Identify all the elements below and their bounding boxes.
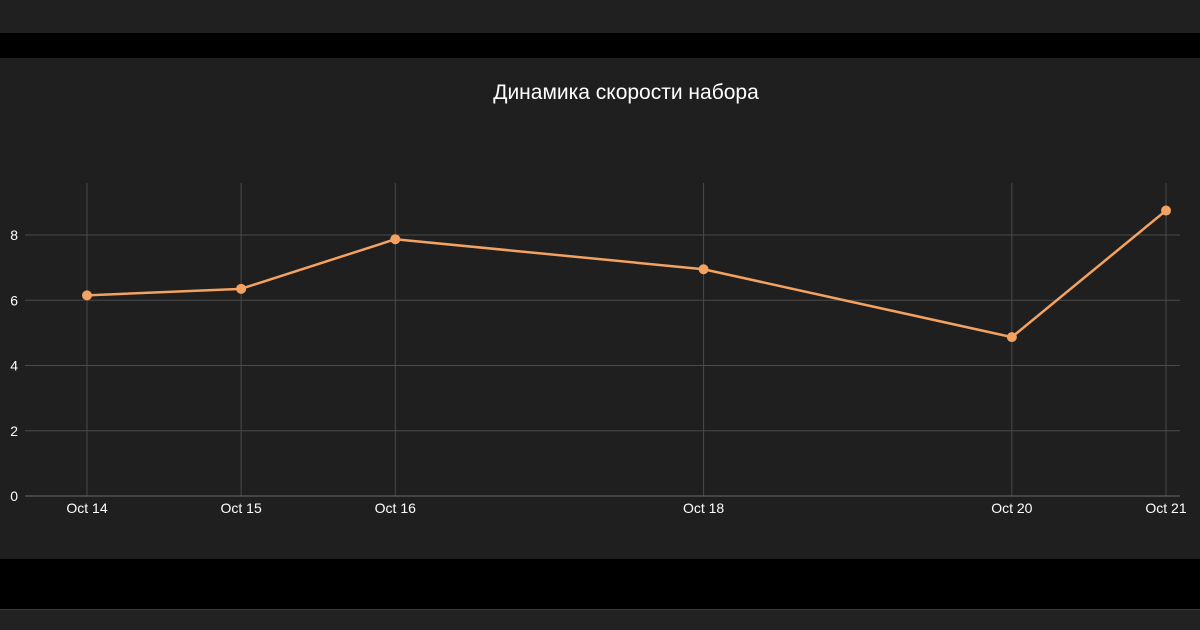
x-tick-label: Oct 18 (683, 500, 724, 516)
top-band (0, 33, 1200, 58)
x-tick-label: Oct 14 (66, 500, 107, 516)
x-tick-label: Oct 16 (375, 500, 416, 516)
x-tick-label: Oct 20 (991, 500, 1032, 516)
bottom-band (0, 559, 1200, 609)
y-tick-label: 8 (10, 227, 18, 243)
data-point[interactable] (1006, 332, 1017, 343)
y-tick-label: 2 (10, 423, 18, 439)
line-chart: Динамика скорости набора 0 2 4 6 8 Oct 14 Oct … (10, 81, 1187, 516)
data-point[interactable] (236, 283, 247, 294)
data-point[interactable] (82, 290, 92, 301)
y-tick-label: 4 (10, 358, 18, 374)
bottom-bar (0, 610, 1200, 630)
data-point[interactable] (1161, 205, 1171, 216)
grid (25, 183, 1180, 497)
y-tick-label: 0 (10, 488, 18, 504)
top-bar (0, 0, 1200, 33)
series (82, 205, 1171, 343)
x-tick-label: Oct 15 (221, 500, 262, 516)
axes: 0 2 4 6 8 Oct 14 Oct 15 Oct 16 Oct 18 Oct 20 Oct 2… (10, 227, 1187, 516)
bottom-divider (0, 609, 1200, 610)
series-line (86, 209, 1167, 339)
x-tick-label: Oct 21 (1145, 500, 1186, 516)
data-point[interactable] (390, 234, 401, 245)
chart-panel: Динамика скорости набора 0 2 4 6 8 Oct 14 Oct … (0, 58, 1200, 559)
chart-title: Динамика скорости набора (493, 81, 759, 104)
y-tick-label: 6 (10, 292, 18, 308)
data-point[interactable] (698, 264, 709, 275)
